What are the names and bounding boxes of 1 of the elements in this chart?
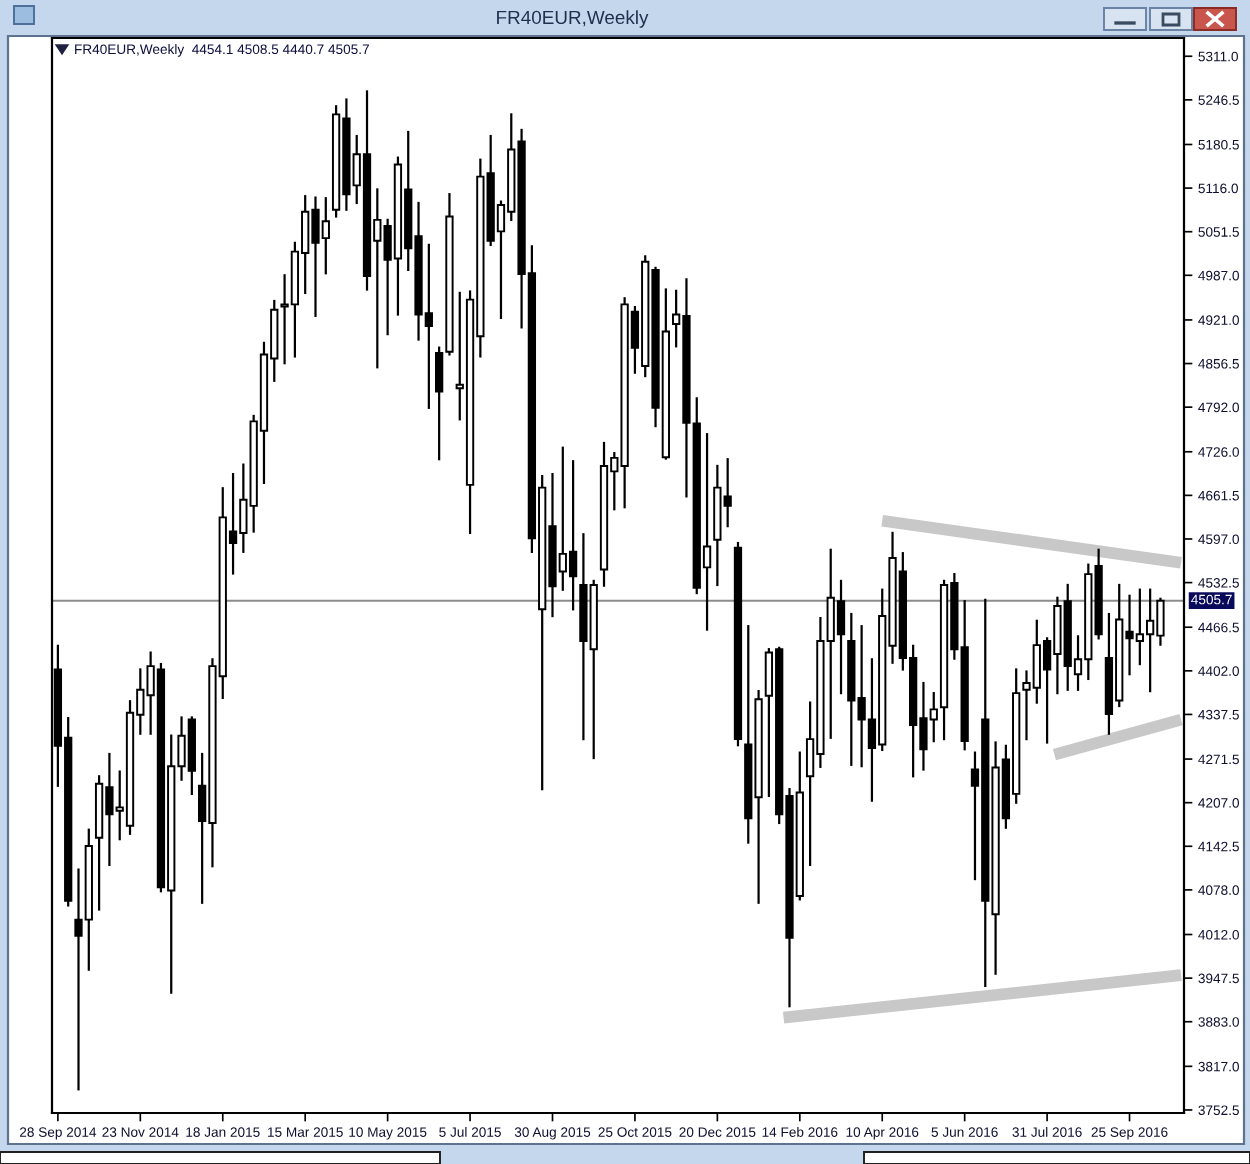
chart-title: FR40EUR,Weekly	[497, 10, 649, 28]
